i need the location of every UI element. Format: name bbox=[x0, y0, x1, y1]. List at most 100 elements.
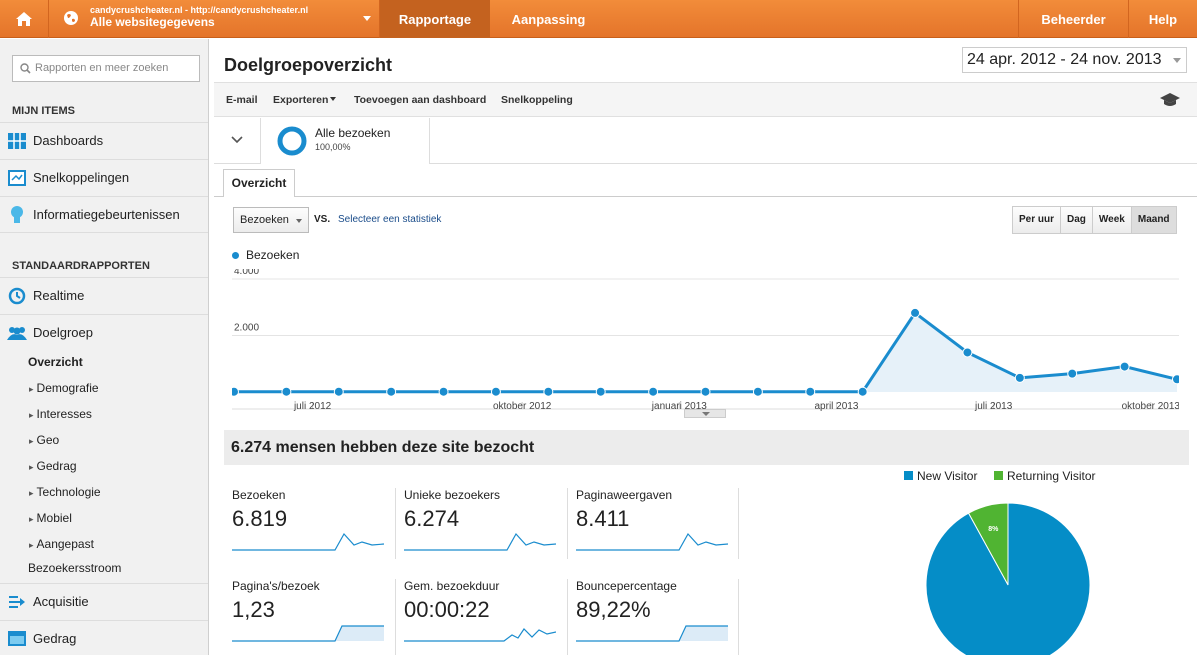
data-point bbox=[962, 347, 973, 358]
search-placeholder: Rapporten en meer zoeken bbox=[35, 62, 169, 74]
y-tick-label: 2.000 bbox=[234, 323, 259, 334]
main-content: Doelgroepoverzicht 24 apr. 2012 - 24 nov… bbox=[214, 39, 1197, 655]
sidebar-item-dashboards[interactable]: Dashboards bbox=[0, 122, 208, 158]
pie-legend-returning: Returning Visitor bbox=[994, 469, 1096, 483]
graduation-cap-icon[interactable] bbox=[1160, 93, 1180, 107]
admin-link[interactable]: Beheerder bbox=[1018, 0, 1128, 38]
sidebar-item-acquisitie[interactable]: Acquisitie bbox=[0, 583, 208, 619]
divider bbox=[0, 232, 208, 233]
select-statistic-link[interactable]: Selecteer een statistiek bbox=[338, 214, 442, 225]
divider bbox=[738, 579, 739, 655]
segment-name: Alle bezoeken bbox=[315, 126, 391, 140]
segment-all-visits[interactable]: Alle bezoeken 100,00% bbox=[260, 118, 430, 164]
home-button[interactable] bbox=[0, 0, 49, 38]
sidebar-subitem-gedrag[interactable]: Gedrag bbox=[29, 459, 77, 473]
lightbulb-icon bbox=[7, 205, 27, 225]
sidebar-item-gedrag[interactable]: Gedrag bbox=[0, 620, 208, 656]
chart-resize-handle[interactable] bbox=[684, 409, 726, 418]
date-range-text: 24 apr. 2012 - 24 nov. 2013 bbox=[967, 51, 1162, 68]
sidebar-subitem-interesses[interactable]: Interesses bbox=[29, 407, 92, 421]
pie-legend-new: New Visitor bbox=[904, 469, 977, 483]
data-point bbox=[490, 386, 501, 397]
period-month-button[interactable]: Maand bbox=[1131, 207, 1176, 233]
sparkline bbox=[576, 532, 728, 551]
line-chart: 4.000 2.000 juli 2012 oktober 2012 januari 2… bbox=[232, 269, 1179, 412]
period-selector: Per uur Dag Week Maand bbox=[1012, 206, 1177, 234]
data-point bbox=[281, 386, 292, 397]
x-tick-label: januari 2013 bbox=[651, 401, 707, 412]
report-toolbar: E-mail Exporteren Toevoegen aan dashboar… bbox=[214, 82, 1197, 117]
globe-icon bbox=[64, 11, 78, 25]
sidebar-subitem-geo[interactable]: Geo bbox=[29, 433, 60, 447]
metric-label: Bouncepercentage bbox=[576, 579, 677, 593]
top-bar: candycrushcheater.nl - http://candycrush… bbox=[0, 0, 1197, 38]
sidebar-subitem-technologie[interactable]: Technologie bbox=[29, 485, 101, 499]
pie-slice-label: 8% bbox=[988, 526, 999, 533]
segment-row: Alle bezoeken 100,00% bbox=[214, 118, 1197, 164]
metric-label: Unieke bezoekers bbox=[404, 488, 501, 502]
sidebar-item-label: Doelgroep bbox=[33, 325, 93, 340]
sparkline bbox=[404, 532, 556, 551]
my-items-heading: MIJN ITEMS bbox=[12, 105, 75, 117]
data-point bbox=[386, 386, 397, 397]
period-week-button[interactable]: Week bbox=[1092, 207, 1132, 233]
metric-label: Pagina's/bezoek bbox=[232, 579, 320, 593]
shortcut-icon bbox=[7, 168, 27, 188]
pie-slice-new-visitor[interactable] bbox=[925, 502, 1091, 655]
date-range-picker[interactable]: 24 apr. 2012 - 24 nov. 2013 bbox=[962, 47, 1187, 73]
sidebar-item-label: Gedrag bbox=[33, 631, 77, 646]
sparkline bbox=[232, 532, 384, 551]
period-hour-button[interactable]: Per uur bbox=[1013, 207, 1062, 233]
metric-label: Gem. bezoekduur bbox=[404, 579, 500, 593]
clock-icon bbox=[7, 286, 27, 306]
sidebar-item-intelligence[interactable]: Informatiegebeurtenissen bbox=[0, 196, 208, 232]
sparkline bbox=[232, 625, 384, 642]
sidebar-subitem-aangepast[interactable]: Aangepast bbox=[29, 537, 94, 551]
sidebar-item-label: Acquisitie bbox=[33, 594, 89, 609]
x-tick-label: juli 2012 bbox=[293, 401, 332, 412]
divider bbox=[567, 488, 568, 559]
export-button[interactable]: Exporteren bbox=[273, 94, 329, 106]
legend-swatch bbox=[994, 471, 1003, 480]
standard-reports-heading: STANDAARDRAPPORTEN bbox=[12, 260, 150, 272]
tab-rapportage[interactable]: Rapportage bbox=[380, 0, 490, 38]
email-button[interactable]: E-mail bbox=[226, 94, 258, 106]
x-tick-label: oktober 2013 bbox=[1122, 401, 1179, 412]
metric-value: 8.411 bbox=[576, 506, 630, 531]
sidebar-item-doelgroep[interactable]: Doelgroep bbox=[0, 314, 208, 350]
sidebar-item-realtime[interactable]: Realtime bbox=[0, 277, 208, 313]
site-selector[interactable]: candycrushcheater.nl - http://candycrush… bbox=[49, 0, 380, 38]
help-link[interactable]: Help bbox=[1128, 0, 1197, 38]
site-view: Alle websitegegevens bbox=[90, 15, 215, 29]
tab-overzicht[interactable]: Overzicht bbox=[223, 169, 295, 197]
acquisition-icon bbox=[7, 592, 27, 612]
period-day-button[interactable]: Dag bbox=[1061, 207, 1093, 233]
x-tick-label: oktober 2012 bbox=[493, 401, 552, 412]
data-point bbox=[648, 386, 659, 397]
shortcut-button[interactable]: Snelkoppeling bbox=[501, 94, 573, 106]
metric-bounce-rate: Bouncepercentage 89,22% bbox=[568, 579, 734, 656]
sidebar-item-label: Realtime bbox=[33, 288, 85, 303]
metric-select[interactable]: Bezoeken bbox=[233, 207, 309, 233]
sidebar-subitem-demografie[interactable]: Demografie bbox=[29, 381, 99, 395]
home-icon bbox=[16, 12, 32, 26]
pie-chart: 8%92% bbox=[925, 502, 1091, 655]
sparkline bbox=[576, 625, 728, 642]
metric-pages-per-visit: Pagina's/bezoek 1,23 bbox=[224, 579, 390, 656]
sidebar-subitem-overzicht[interactable]: Overzicht bbox=[28, 355, 83, 369]
series-area bbox=[234, 312, 1177, 392]
add-to-dashboard-button[interactable]: Toevoegen aan dashboard bbox=[354, 94, 487, 106]
sidebar-item-shortcuts[interactable]: Snelkoppelingen bbox=[0, 159, 208, 195]
tab-aanpassing[interactable]: Aanpassing bbox=[511, 11, 586, 27]
search-input[interactable]: Rapporten en meer zoeken bbox=[12, 55, 200, 82]
data-point bbox=[438, 386, 449, 397]
chevron-down-icon[interactable] bbox=[231, 136, 243, 144]
data-point bbox=[1014, 372, 1025, 383]
metric-avg-duration: Gem. bezoekduur 00:00:22 bbox=[396, 579, 562, 656]
metric-select-value: Bezoeken bbox=[240, 214, 289, 226]
metric-value: 00:00:22 bbox=[404, 597, 490, 622]
sidebar-subitem-mobiel[interactable]: Mobiel bbox=[29, 511, 72, 525]
audience-icon bbox=[7, 323, 27, 343]
sidebar-subitem-bezoekersstroom[interactable]: Bezoekersstroom bbox=[28, 561, 122, 575]
data-point bbox=[333, 386, 344, 397]
